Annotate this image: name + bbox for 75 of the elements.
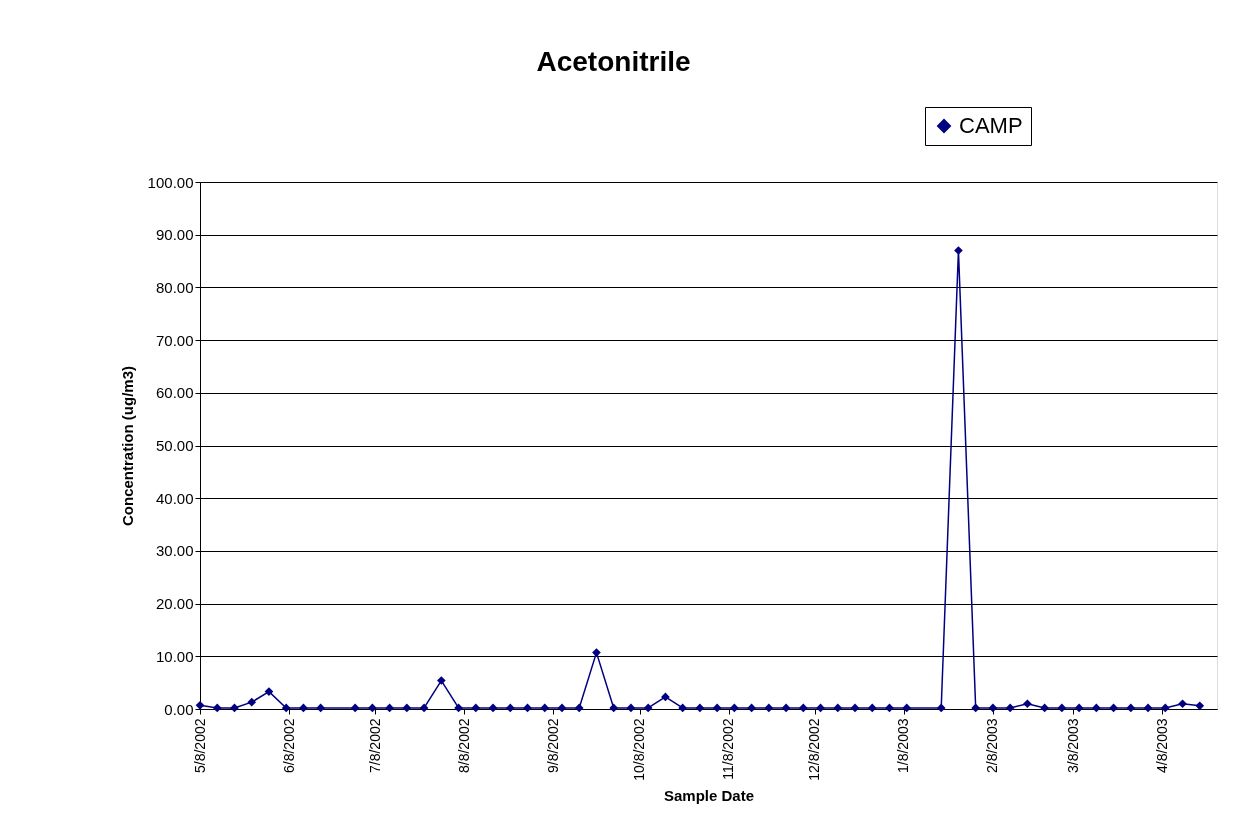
point (902, 703, 912, 713)
y-tick-label: 90.00 (155, 226, 194, 244)
point (471, 703, 481, 713)
point (695, 703, 705, 713)
point (557, 703, 567, 713)
x-tick-label: 5/8/2002 (191, 718, 208, 773)
point (1143, 703, 1153, 713)
y-tick-label: 70.00 (155, 331, 194, 349)
point (781, 703, 791, 713)
point (247, 697, 257, 707)
point (505, 703, 515, 713)
point (661, 692, 670, 702)
x-axis-title: Sample Date (663, 786, 755, 804)
x-tick-label: 6/8/2002 (280, 718, 297, 773)
x-tick-label: 2/8/2003 (984, 718, 1001, 773)
x-tick-label: 4/8/2003 (1153, 718, 1170, 773)
point (264, 687, 274, 696)
point (643, 703, 653, 713)
y-tick-label: 10.00 (155, 647, 194, 665)
point (1126, 703, 1136, 713)
x-tick-label: 9/8/2002 (544, 718, 561, 773)
y-tick-label: 60.00 (155, 384, 194, 402)
point (678, 703, 687, 713)
point (316, 703, 325, 713)
x-tick-label: 3/8/2003 (1064, 718, 1081, 773)
y-tick-label: 80.00 (155, 278, 194, 296)
point (971, 703, 981, 713)
x-tick-label: 7/8/2002 (366, 718, 383, 773)
point (1074, 703, 1084, 713)
point (540, 703, 550, 713)
point (592, 648, 601, 657)
y-axis-title: Concentration (ug/m3) (118, 366, 136, 526)
point (833, 703, 843, 713)
point (368, 703, 377, 713)
point (798, 703, 808, 713)
point (1057, 703, 1067, 713)
point (574, 703, 584, 713)
point (867, 703, 877, 713)
point (1092, 703, 1101, 713)
point (936, 703, 946, 713)
point (1023, 699, 1032, 709)
point (954, 246, 963, 255)
point (730, 703, 739, 713)
point (1195, 701, 1205, 711)
point (609, 703, 619, 713)
point (419, 703, 429, 713)
x-tick-label: 1/8/2003 (895, 718, 912, 773)
y-tick-label: 30.00 (155, 542, 194, 560)
point (988, 703, 998, 713)
y-tick-label: 40.00 (155, 489, 194, 507)
y-tick-label: 50.00 (155, 437, 194, 454)
point (281, 703, 291, 713)
x-tick-label: 10/8/2002 (631, 718, 648, 781)
point (764, 703, 774, 713)
point (1178, 699, 1187, 709)
point (350, 703, 360, 713)
y-tick-label: 100.00 (147, 173, 194, 191)
point (436, 676, 446, 685)
point (1040, 703, 1049, 713)
point (712, 703, 722, 713)
point (850, 703, 860, 713)
point (1005, 703, 1015, 713)
point (626, 703, 636, 713)
y-tick-label: 0.00 (164, 700, 194, 718)
chart-title: Acetonitrile (536, 45, 691, 77)
point (212, 703, 222, 713)
point (402, 703, 412, 713)
x-tick-label: 12/8/2002 (806, 718, 823, 781)
y-tick-label: 20.00 (155, 595, 194, 613)
point (1160, 703, 1170, 713)
point (488, 703, 498, 713)
x-tick-label: 11/8/2002 (720, 718, 737, 780)
legend-label: CAMP (959, 113, 1023, 138)
point (385, 703, 394, 713)
x-tick-label: 8/8/2002 (455, 718, 472, 773)
